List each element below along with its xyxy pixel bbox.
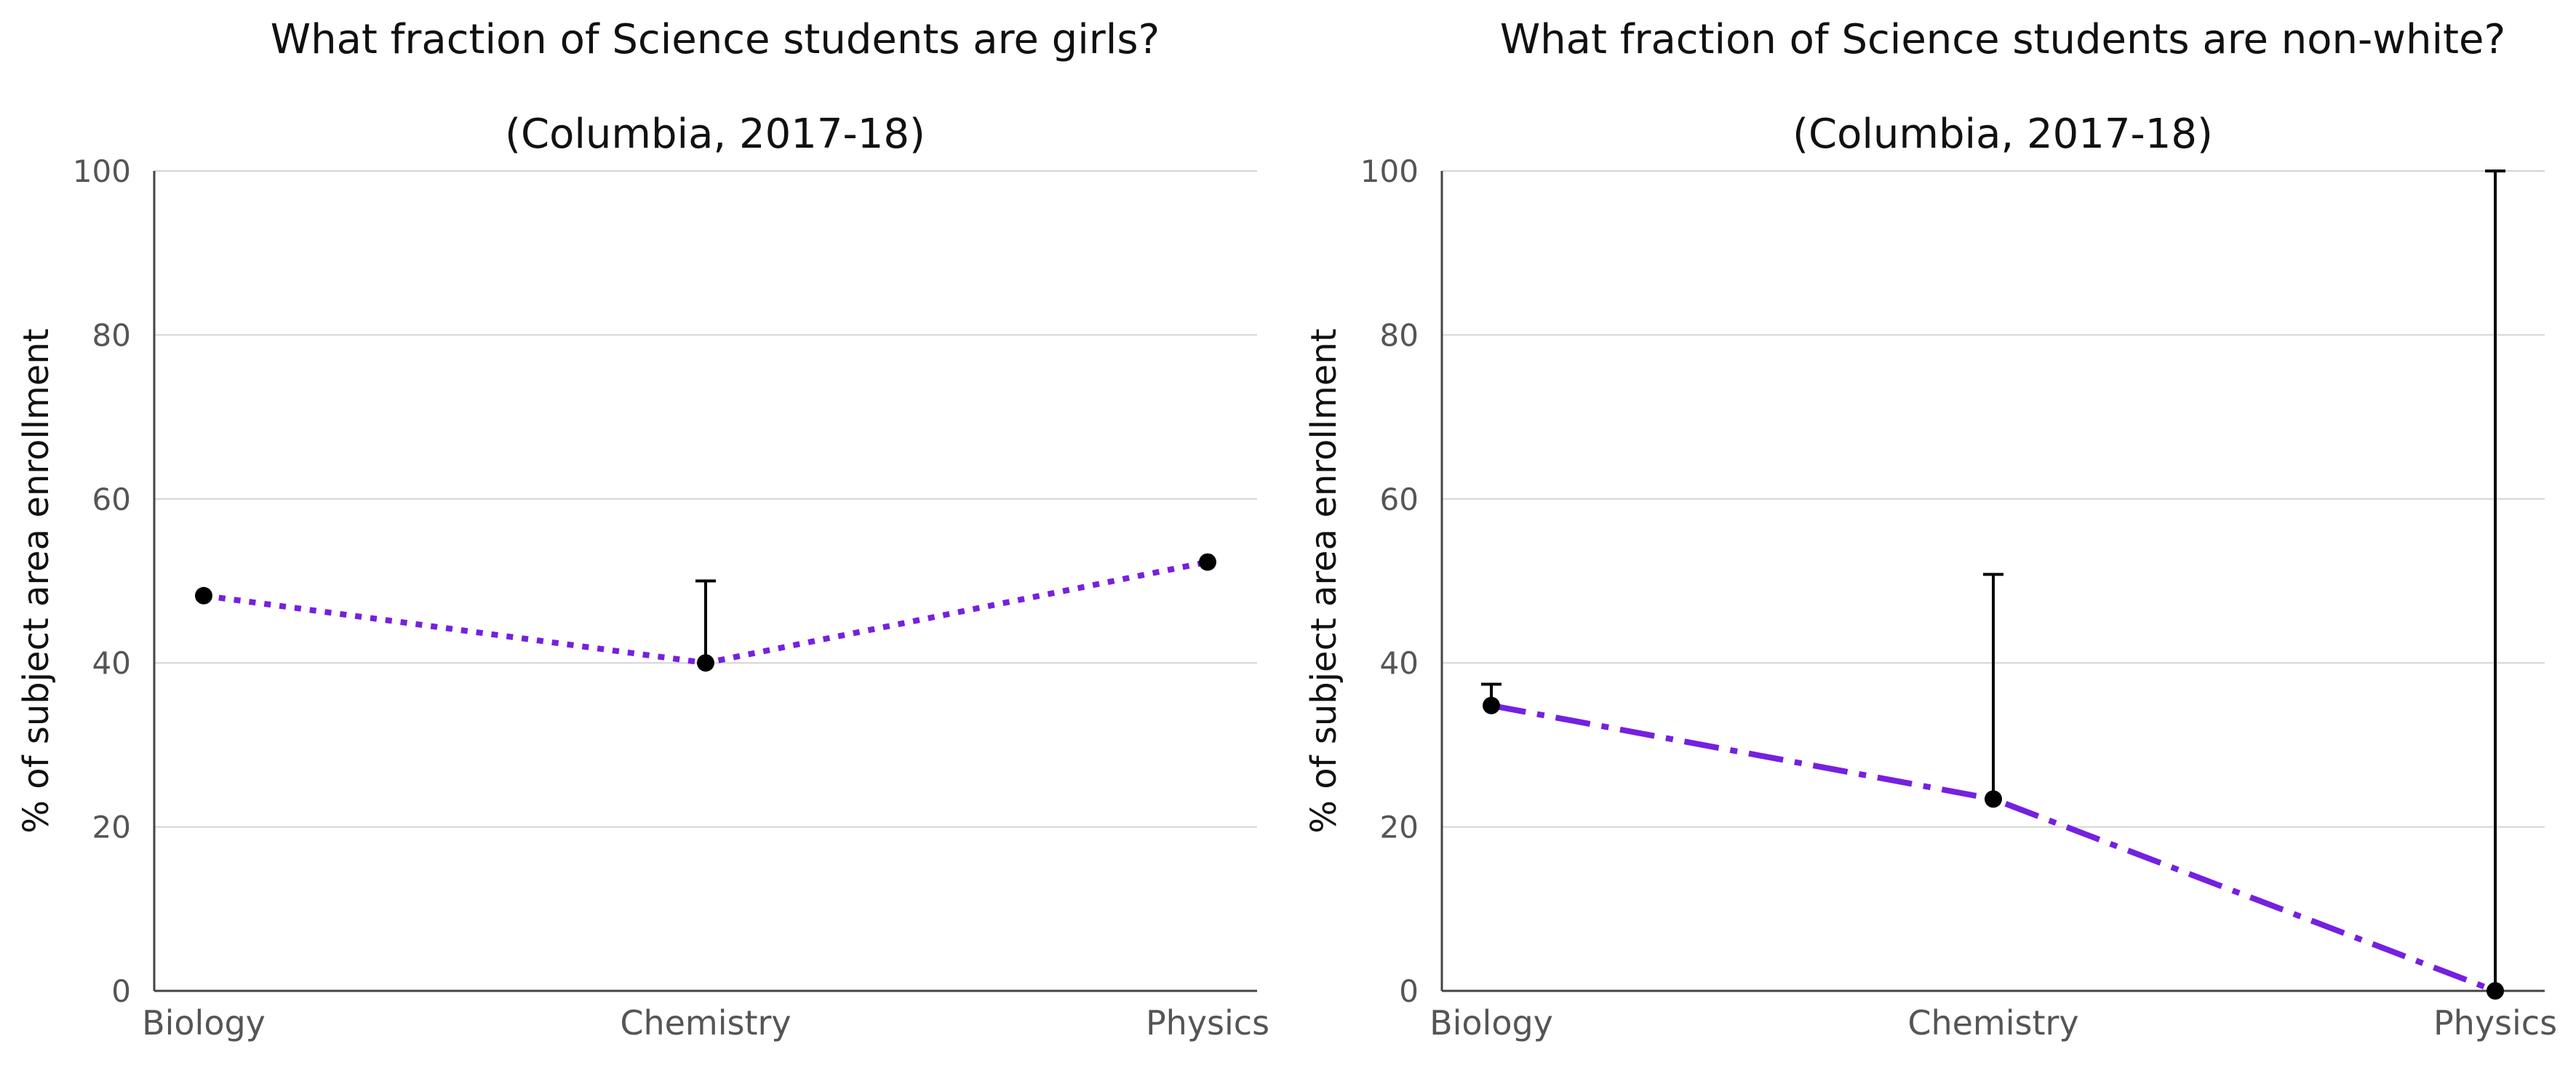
y-tick-label: 20 (1380, 810, 1419, 845)
data-point (2487, 982, 2504, 1000)
x-tick-label: Biology (1429, 1003, 1553, 1043)
chart-title: What fraction of Science students are gi… (270, 16, 1160, 63)
y-axis-label: % of subject area enrollment (16, 328, 57, 833)
y-tick-label: 20 (92, 810, 131, 845)
x-tick-label: Chemistry (620, 1003, 791, 1043)
chart-plot-girls: 0 20 40 60 80 100 Biology Chemistry Physics % of … (16, 154, 1269, 1043)
y-tick-label: 80 (1380, 317, 1419, 353)
y-tick-label: 0 (111, 973, 131, 1009)
y-tick-label: 60 (1380, 482, 1419, 517)
y-tick-label: 100 (1360, 154, 1419, 189)
x-tick-label: Biology (142, 1003, 266, 1043)
chart-panel-girls: What fraction of Science students are gi… (16, 16, 1269, 1043)
y-tick-label: 80 (92, 317, 131, 353)
y-tick-label: 100 (73, 154, 131, 189)
data-point (1199, 553, 1216, 571)
chart-subtitle: (Columbia, 2017-18) (505, 111, 925, 158)
data-point (195, 586, 212, 605)
chart-plot-nonwhite: 0 20 40 60 80 100 Biology Chemistry Physics % of … (1304, 154, 2557, 1043)
x-tick-label: Physics (2433, 1003, 2557, 1043)
data-point (1483, 696, 1500, 714)
chart-title: What fraction of Science students are no… (1499, 16, 2506, 63)
y-tick-label: 60 (92, 482, 131, 517)
y-tick-label: 0 (1399, 973, 1419, 1009)
chart-subtitle: (Columbia, 2017-18) (1793, 111, 2213, 158)
y-tick-label: 40 (92, 645, 131, 681)
x-tick-label: Chemistry (1907, 1003, 2078, 1043)
x-tick-label: Physics (1146, 1003, 1269, 1043)
y-tick-label: 40 (1380, 645, 1419, 681)
data-point (697, 654, 714, 672)
chart-panel-nonwhite: What fraction of Science students are no… (1288, 0, 2575, 1068)
data-point (1985, 790, 2002, 808)
y-axis-label: % of subject area enrollment (1304, 328, 1344, 833)
